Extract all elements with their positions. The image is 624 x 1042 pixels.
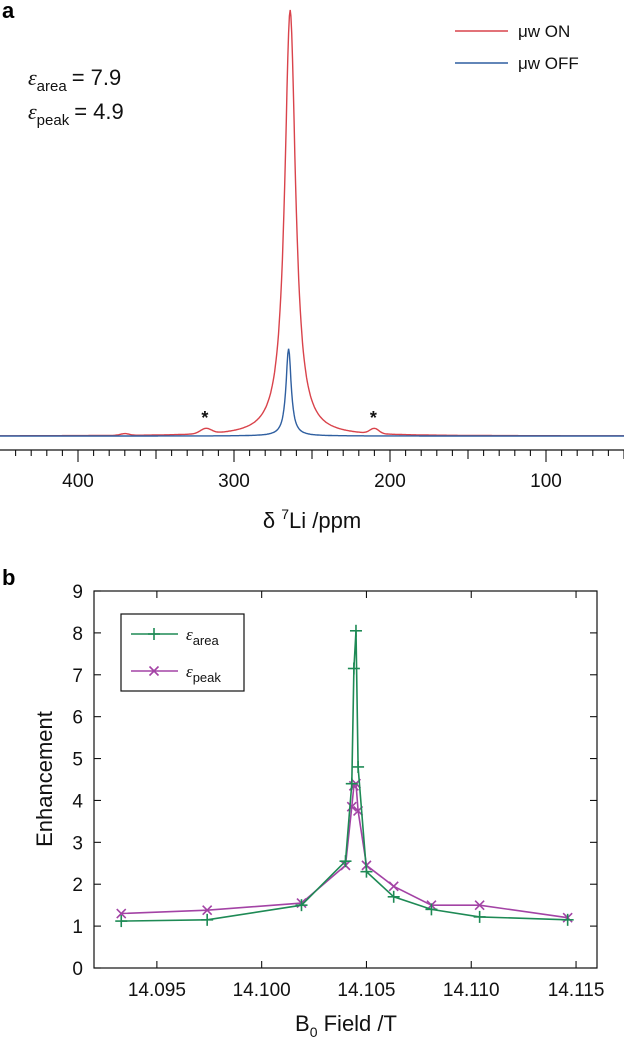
- panel-a-x-axis-title: δ 7Li /ppm: [263, 506, 361, 533]
- series-eps-peak-point: [202, 905, 213, 916]
- panel-b-ticks: 0 1 2 3 4 5 6 7 8 9 14.095 14.100 14.105 14.110 14.115: [72, 582, 604, 1001]
- panel-b-x-tick-label: 14.095: [128, 980, 186, 1001]
- panel-a-spectrum: 400 300 200 100 * *: [0, 9, 624, 492]
- panel-b-y-tick-label: 5: [72, 750, 83, 771]
- series-eps-area-point: [201, 913, 214, 926]
- panel-a-x-tick-label: 200: [374, 471, 406, 492]
- panel-b-y-tick-label: 8: [72, 624, 83, 645]
- spinning-sideband-star: *: [370, 408, 377, 428]
- series-eps-area-point: [339, 855, 352, 868]
- panel-b-x-tick-label: 14.100: [233, 980, 291, 1001]
- panel-b-legend: εarea εpeak: [120, 613, 245, 692]
- series-eps-area-point: [425, 903, 438, 916]
- series-eps-peak-point: [116, 908, 127, 919]
- series-eps-area-point: [347, 662, 360, 675]
- panel-a-x-tick-label: 400: [62, 471, 94, 492]
- panel-b-y-tick-label: 6: [72, 708, 83, 729]
- series-eps-area-point: [561, 913, 574, 926]
- panel-b-y-tick-label: 3: [72, 833, 83, 854]
- legend-marker-glyph: [148, 665, 160, 677]
- legend-label-uw-on: μw ON: [518, 22, 570, 41]
- panel-b-y-tick-label: 2: [72, 875, 83, 896]
- panel-a-label: a: [2, 0, 15, 23]
- panel-b-legend-box: [120, 613, 245, 692]
- eps-area-annotation: εarea = 7.9: [28, 65, 121, 95]
- legend-label-eps-area: εarea: [186, 625, 219, 648]
- panel-a-x-tick-label: 100: [530, 471, 562, 492]
- legend-marker-eps-peak: [148, 665, 160, 677]
- panel-a-x-tick-label: 300: [218, 471, 250, 492]
- spinning-sideband-star: *: [201, 408, 208, 428]
- series-eps-area-point: [387, 890, 400, 903]
- series-eps-area-point: [473, 910, 486, 923]
- series-uw-off-line: [0, 348, 624, 437]
- panel-b-label: b: [2, 565, 15, 590]
- series-eps-area-point: [115, 915, 128, 928]
- eps-peak-annotation: εpeak = 4.9: [28, 99, 124, 129]
- series-eps-area-point: [295, 899, 308, 912]
- series-eps-peak-point: [388, 881, 399, 892]
- panel-b-y-tick-label: 7: [72, 666, 83, 687]
- legend-label-uw-off: μw OFF: [518, 54, 579, 73]
- series-eps-area-point: [349, 624, 362, 637]
- panel-b-x-tick-label: 14.110: [443, 980, 500, 1001]
- series-eps-peak-point: [474, 900, 485, 911]
- panel-b-series: [115, 624, 574, 928]
- series-eps-area-point: [360, 865, 373, 878]
- series-eps-peak-line: [121, 781, 568, 919]
- panel-b-x-tick-label: 14.105: [337, 980, 395, 1001]
- panel-b-x-tick-label: 14.115: [548, 980, 605, 1001]
- panel-b-plot-frame: [93, 590, 598, 969]
- panel-b-y-tick-label: 0: [72, 959, 83, 980]
- panel-b-y-tick-label: 1: [72, 917, 83, 938]
- series-eps-peak-point: [346, 801, 357, 812]
- series-eps-area-point: [345, 777, 358, 790]
- legend-marker-glyph: [148, 628, 160, 640]
- panel-b-y-axis-title: Enhancement: [32, 711, 57, 847]
- panel-b-x-axis-title: B0 Field /T: [295, 1011, 397, 1040]
- legend-label-eps-peak: εpeak: [186, 662, 221, 685]
- panel-a-legend: μw ON μw OFF: [455, 22, 579, 73]
- legend-marker-eps-area: [148, 628, 160, 640]
- series-eps-area-point: [352, 760, 365, 773]
- panel-b-y-tick-label: 4: [72, 791, 83, 812]
- panel-b-y-tick-label: 9: [72, 582, 83, 603]
